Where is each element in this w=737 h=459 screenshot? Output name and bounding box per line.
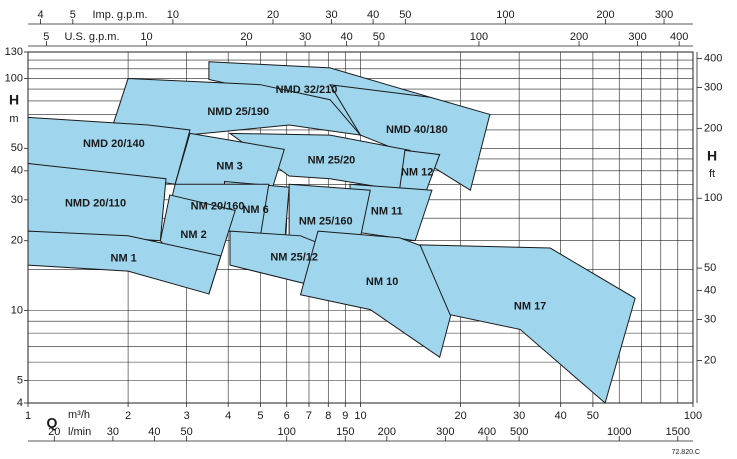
- l_min-tick-label: 400: [478, 426, 496, 438]
- region-label: NM 2: [180, 229, 206, 241]
- imp_gpm-tick-label: 30: [325, 9, 337, 21]
- y-tick-label: 40: [11, 165, 23, 177]
- imp_gpm-tick-label: 50: [399, 9, 411, 21]
- x-tick-label: 6: [284, 410, 290, 422]
- imp_gpm-tick-label: 20: [267, 9, 279, 21]
- imp_gpm-tick-label: 300: [655, 9, 673, 21]
- region-label: NM 3: [216, 161, 242, 173]
- y-axis-unit: m: [9, 113, 18, 125]
- us_gpm-tick-label: 20: [240, 31, 252, 43]
- l_min-tick-label: 1000: [607, 426, 631, 438]
- y2-tick-label: 300: [704, 81, 722, 93]
- y2-axis-label: H: [707, 148, 717, 164]
- x-tick-label: 40: [555, 410, 567, 422]
- x-tick-label: 7: [306, 410, 312, 422]
- x-axis-label: Q: [47, 415, 58, 431]
- x-tick-label: 10: [354, 410, 366, 422]
- imp_gpm-tick-label: 40: [367, 9, 379, 21]
- y-tick-label: 50: [11, 142, 23, 154]
- region-label: NM 17: [514, 300, 546, 312]
- y-tick-label: 30: [11, 194, 23, 206]
- region-label: NM 10: [366, 276, 398, 288]
- y-tick-label: 4: [17, 397, 23, 409]
- imp_gpm-tick-label: 200: [596, 9, 614, 21]
- us_gpm-tick-label: 300: [628, 31, 646, 43]
- l_min-tick-label: 100: [278, 426, 296, 438]
- y-axis-label: H: [9, 92, 19, 108]
- us_gpm-tick-label: 200: [570, 31, 588, 43]
- x-tick-label: 100: [684, 410, 702, 422]
- us_gpm-tick-label: 100: [470, 31, 488, 43]
- x-tick-label: 5: [257, 410, 263, 422]
- region-label: NM 25/160: [299, 215, 353, 227]
- y-tick-label: 10: [11, 305, 23, 317]
- l_min-tick-label: 40: [148, 426, 160, 438]
- x-tick-label: 30: [513, 410, 525, 422]
- imp_gpm-tick-label: 10: [167, 9, 179, 21]
- l_min-tick-label: 200: [378, 426, 396, 438]
- y2-tick-label: 30: [704, 314, 716, 326]
- pump-region: [299, 230, 466, 359]
- l_min-tick-label: 500: [510, 426, 528, 438]
- y2-tick-label: 400: [704, 52, 722, 64]
- x-tick-label: 2: [125, 410, 131, 422]
- y-tick-label: 100: [5, 72, 23, 84]
- us_gpm-tick-label: 10: [140, 31, 152, 43]
- region-label: NM 11: [371, 206, 403, 218]
- x-tick-label: 50: [587, 410, 599, 422]
- l_min-tick-label: 30: [107, 426, 119, 438]
- y2-axis-unit: ft: [709, 168, 715, 180]
- us_gpm-tick-label: 30: [299, 31, 311, 43]
- us_gpm-tick-label: 5: [43, 31, 49, 43]
- us_gpm-tick-label: 50: [373, 31, 385, 43]
- x-tick-label: 20: [454, 410, 466, 422]
- imp_gpm-tick-label: 4: [38, 9, 44, 21]
- y2-tick-label: 40: [704, 285, 716, 297]
- imp_gpm-tick-label: 100: [496, 9, 514, 21]
- us-gpm-axis-label: U.S. g.p.m.: [64, 31, 119, 43]
- l_min-tick-label: 20: [48, 426, 60, 438]
- l_min-tick-label: 300: [436, 426, 454, 438]
- region-label: NMD 40/180: [386, 124, 448, 136]
- y-tick-label: 130: [5, 46, 23, 58]
- region-label: NM 12: [401, 166, 433, 178]
- l-min-axis-label: l/min: [68, 426, 91, 438]
- imp-gpm-axis-label: Imp. g.p.m.: [92, 9, 147, 21]
- imp_gpm-tick-label: 5: [70, 9, 76, 21]
- region-label: NM 25/12: [270, 251, 318, 263]
- y2-tick-label: 20: [704, 354, 716, 366]
- region-label: NMD 32/210: [276, 84, 338, 96]
- region-label: NM 25/20: [308, 155, 356, 167]
- region-label: NM 1: [111, 253, 137, 265]
- l_min-tick-label: 50: [180, 426, 192, 438]
- region-label: NMD 20/110: [65, 197, 126, 209]
- x-axis-unit: m³/h: [68, 409, 90, 421]
- l_min-tick-label: 150: [336, 426, 354, 438]
- us_gpm-tick-label: 40: [341, 31, 353, 43]
- region-label: NM 20/160: [191, 201, 245, 213]
- us_gpm-tick-label: 400: [670, 31, 688, 43]
- y2-tick-label: 50: [704, 262, 716, 274]
- y-tick-label: 20: [11, 235, 23, 247]
- y-tick-label: 5: [17, 374, 23, 386]
- y2-tick-label: 200: [704, 122, 722, 134]
- region-label: NM 6: [242, 204, 268, 216]
- x-tick-label: 9: [342, 410, 348, 422]
- y2-tick-label: 100: [704, 192, 722, 204]
- x-tick-label: 4: [225, 410, 231, 422]
- l_min-tick-label: 1500: [666, 426, 690, 438]
- region-label: NMD 25/190: [207, 106, 269, 118]
- x-tick-label: 3: [184, 410, 190, 422]
- x-tick-label: 8: [325, 410, 331, 422]
- chart-code: 72.820.C: [672, 449, 700, 456]
- region-label: NMD 20/140: [83, 138, 145, 150]
- pump-region: [329, 84, 491, 192]
- x-tick-label: 1: [25, 410, 31, 422]
